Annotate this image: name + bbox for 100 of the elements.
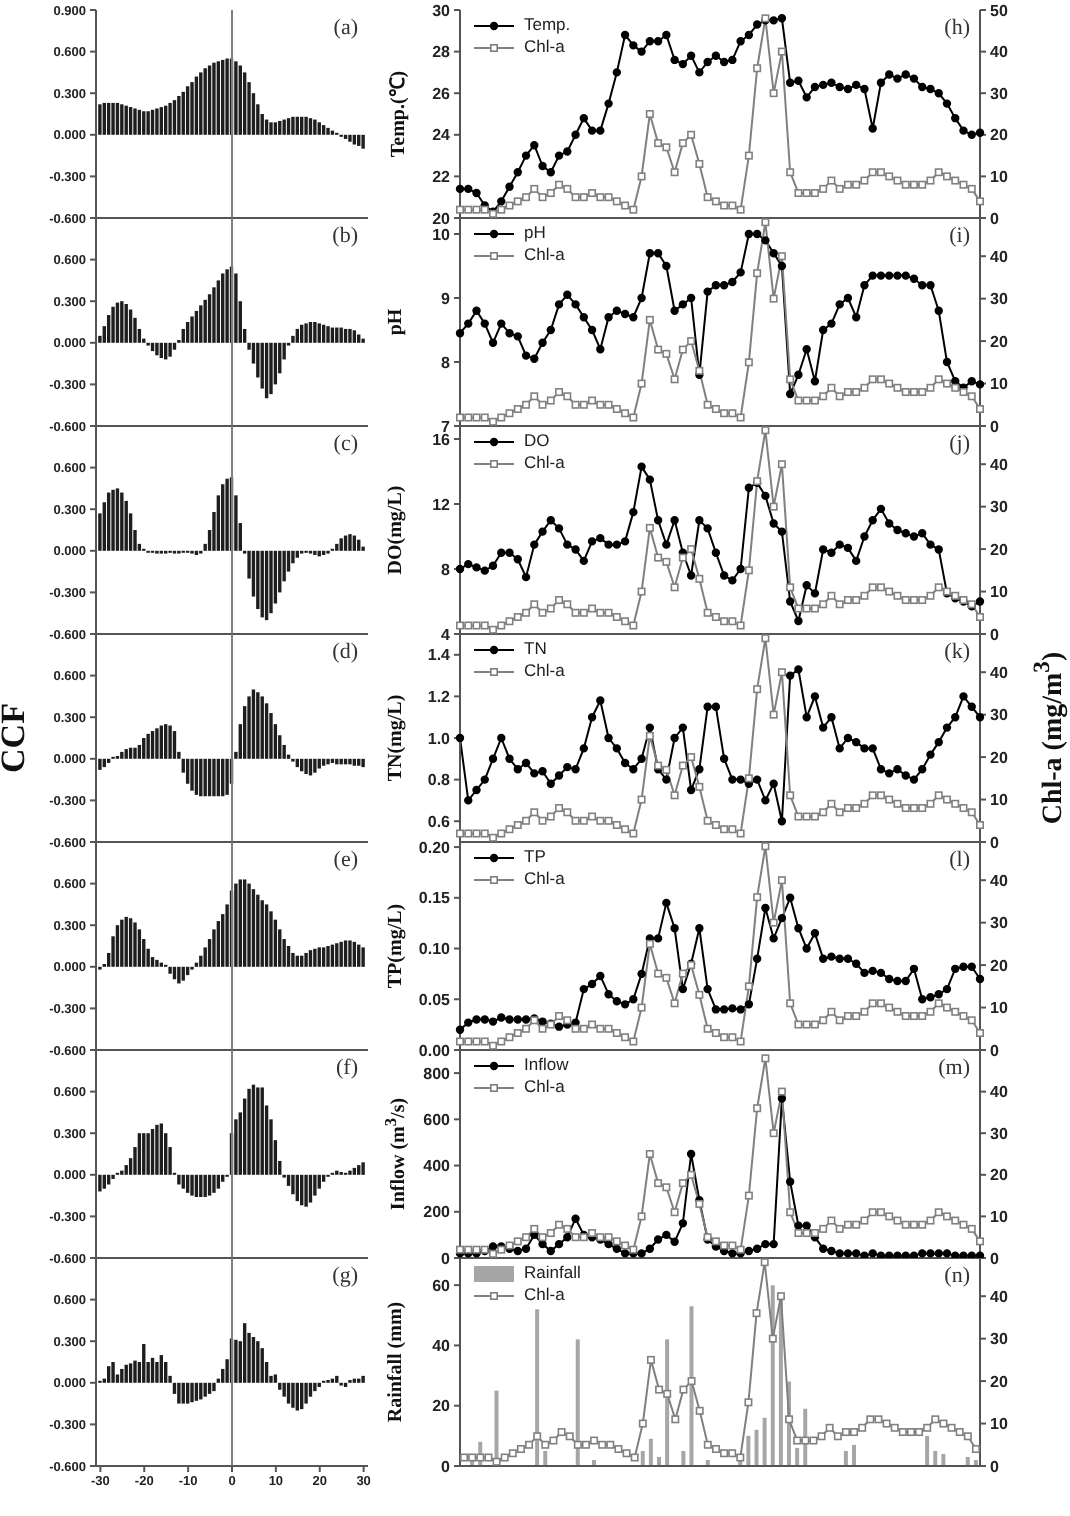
y2-tick-label: 0 (990, 1457, 1000, 1476)
y-tick-label: 200 (423, 1203, 452, 1222)
annotation: (j) (949, 432, 970, 456)
y2-tick-label: 20 (990, 748, 1009, 767)
annotation: (b) (332, 224, 358, 248)
legend-label: Chl-a (524, 660, 565, 682)
y-tick-label: 0.05 (418, 990, 452, 1009)
y2-tick-label: 40 (990, 247, 1009, 266)
y2-tick-label: 20 (990, 1166, 1009, 1185)
y-axis-title: CCF (0, 703, 34, 773)
y2-tick-label: 10 (990, 791, 1009, 810)
y-tick-label: 7 (441, 417, 452, 436)
y2-tick-label: 30 (990, 1124, 1009, 1143)
y2-tick-label: 40 (990, 1287, 1009, 1306)
y-tick-label: 600 (423, 1111, 452, 1130)
y2-tick-label: 10 (990, 375, 1009, 394)
y-tick-label: 24 (432, 126, 452, 145)
y-axis-title: DO(mg/L) (385, 485, 407, 575)
legend-label: TP (524, 846, 546, 868)
annotation: (g) (332, 1264, 358, 1288)
y2-tick-label: 20 (990, 956, 1009, 975)
y-tick-label: 400 (423, 1157, 452, 1176)
y-tick-label: 16 (432, 430, 452, 449)
y2-tick-label: 0 (990, 625, 1000, 644)
y2-tick-label: 0 (990, 209, 1000, 228)
y2-tick-label: 0 (990, 1249, 1000, 1268)
legend-label: Chl-a (524, 1076, 565, 1098)
y-tick-label: 0.00 (418, 1041, 452, 1060)
y-tick-label: 0.15 (418, 889, 452, 908)
annotation: (c) (333, 432, 358, 456)
y-tick-label: 8 (441, 560, 452, 579)
y2-tick-label: 40 (990, 1083, 1009, 1102)
y-tick-label: 0.10 (418, 940, 452, 959)
y-tick-label: 20 (432, 209, 452, 228)
y-tick-label: 9 (441, 289, 452, 308)
y-tick-label: 30 (432, 1, 452, 20)
y-tick-label: 800 (423, 1064, 452, 1083)
legend-label: Chl-a (524, 452, 565, 474)
y2-tick-label: 10 (990, 1415, 1009, 1434)
y-tick-label: 0.20 (418, 838, 452, 857)
annotation: (m) (938, 1056, 970, 1080)
y-axis-title: TP(mg/L) (385, 903, 407, 989)
y2-tick-label: 20 (990, 540, 1009, 559)
y2-tick-label: 50 (990, 1, 1009, 20)
y2-tick-label: 30 (990, 1330, 1009, 1349)
y-tick-label: 28 (432, 43, 452, 62)
y2-tick-label: 30 (990, 84, 1009, 103)
y-tick-label: 40 (432, 1337, 452, 1356)
y-tick-label: 8 (441, 353, 452, 372)
legend-label: Chl-a (524, 1284, 565, 1306)
annotation: (i) (949, 224, 970, 248)
y2-tick-label: 30 (990, 498, 1009, 517)
legend-label: TN (524, 638, 547, 660)
y-tick-label: 22 (432, 168, 452, 187)
legend-label: Rainfall (524, 1262, 581, 1284)
annotation: (a) (333, 16, 358, 40)
y-tick-label: 1.0 (427, 729, 452, 748)
annotation: (h) (944, 16, 970, 40)
y-tick-label: 12 (432, 495, 452, 514)
y-tick-label: 1.4 (427, 646, 452, 665)
y-tick-label: 26 (432, 84, 452, 103)
y2-tick-label: 40 (990, 43, 1009, 62)
y2-tick-label: 20 (990, 1372, 1009, 1391)
y2-tick-label: 40 (990, 871, 1009, 890)
annotation: (n) (944, 1264, 970, 1288)
legend-label: Chl-a (524, 868, 565, 890)
legend-label: Chl-a (524, 36, 565, 58)
y-axis-title: pH (385, 308, 407, 336)
y-axis-title: TN(mg/L) (385, 694, 407, 782)
legend-label: pH (524, 222, 546, 244)
y2-tick-label: 40 (990, 663, 1009, 682)
y-tick-label: 0 (441, 1249, 452, 1268)
y-axis-title: Rainfall (mm) (385, 1301, 407, 1423)
y2-tick-label: 10 (990, 1208, 1009, 1227)
y-axis-title: Temp.(℃) (386, 70, 410, 158)
y-tick-label: 60 (432, 1276, 452, 1295)
y-tick-label: 0.8 (427, 771, 452, 790)
y2-tick-label: 30 (990, 290, 1009, 309)
y2-tick-label: 20 (990, 332, 1009, 351)
annotation: (d) (332, 640, 358, 664)
y-tick-label: 10 (432, 225, 452, 244)
legend-label: Chl-a (524, 244, 565, 266)
y2-tick-label: 0 (990, 833, 1000, 852)
y2-tick-label: 0 (990, 1041, 1000, 1060)
y2-tick-label: 0 (990, 417, 1000, 436)
y2-tick-label: 20 (990, 126, 1009, 145)
y2-tick-label: 10 (990, 168, 1009, 187)
y-tick-label: 1.2 (427, 688, 452, 707)
annotation: (e) (333, 848, 358, 872)
annotation: (l) (949, 848, 970, 872)
legend-label: Inflow (524, 1054, 569, 1076)
legend-label: DO (524, 430, 550, 452)
y-tick-label: 20 (432, 1397, 452, 1416)
legend-label: Temp. (524, 14, 571, 36)
y2-tick-label: 10 (990, 583, 1009, 602)
y-tick-label: 0 (441, 1457, 452, 1476)
y-tick-label: 4 (441, 625, 452, 644)
y2-tick-label: 30 (990, 914, 1009, 933)
y2-tick-label: 10 (990, 999, 1009, 1018)
annotation: (k) (944, 640, 970, 664)
